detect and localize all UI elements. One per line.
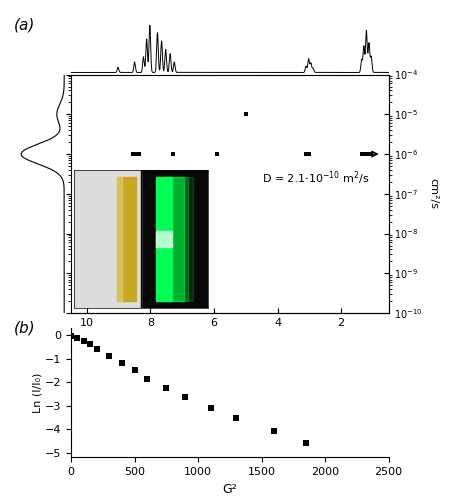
Point (144, 375, 151, 383)
Point (207, 404, 215, 412)
Point (305, 150, 313, 158)
Text: (b): (b) (14, 321, 36, 335)
Point (302, 439, 310, 447)
Point (73, 334, 81, 342)
Point (302, 150, 310, 158)
Point (213, 150, 221, 158)
Point (118, 359, 126, 367)
Text: D = 2.1$\cdot$10$^{-10}$ m$^2$/s: D = 2.1$\cdot$10$^{-10}$ m$^2$/s (262, 169, 370, 187)
Text: (a): (a) (14, 17, 36, 32)
Point (182, 393, 189, 401)
X-axis label: G²: G² (222, 483, 237, 496)
Point (67, 331, 75, 339)
Point (242, 110, 249, 118)
Point (367, 150, 375, 158)
Point (93, 345, 100, 353)
Point (80, 337, 88, 345)
Point (169, 150, 176, 158)
Point (364, 150, 372, 158)
Point (163, 384, 170, 392)
Y-axis label: cm²/s: cm²/s (428, 178, 438, 209)
Point (271, 427, 278, 435)
Point (132, 150, 140, 158)
Point (361, 150, 369, 158)
Point (358, 150, 365, 158)
Point (136, 150, 143, 158)
Point (129, 150, 137, 158)
Point (232, 414, 240, 422)
X-axis label: ppm: ppm (216, 331, 244, 344)
Y-axis label: Ln (I/I₀): Ln (I/I₀) (32, 372, 42, 413)
Point (131, 366, 138, 374)
Point (105, 352, 113, 360)
Point (86, 340, 94, 348)
